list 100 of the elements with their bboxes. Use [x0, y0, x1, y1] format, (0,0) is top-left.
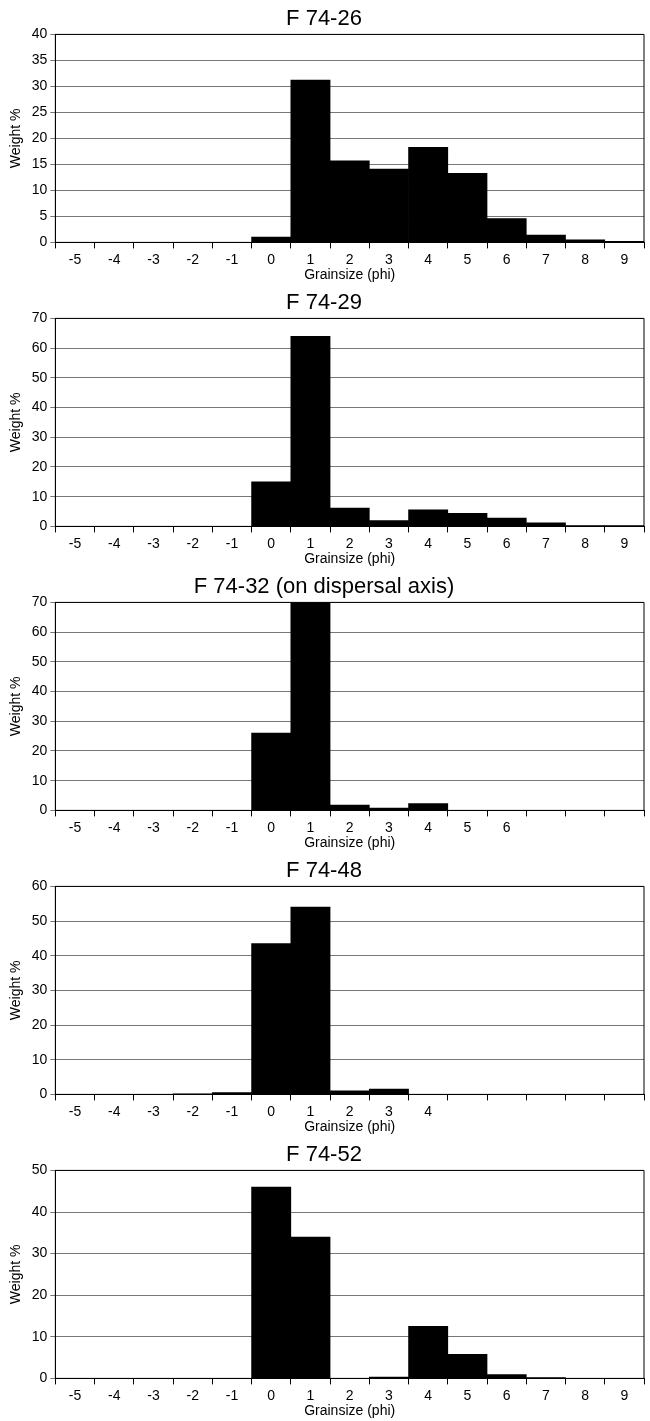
x-tick-label: 2 — [345, 1386, 354, 1403]
y-tick-label: 70 — [31, 309, 48, 326]
y-tick-label: 40 — [31, 946, 48, 963]
x-tick-label: 3 — [385, 1386, 394, 1403]
y-tick-label: 0 — [39, 517, 48, 534]
x-tick-label: -4 — [108, 534, 121, 551]
x-tick-label: 0 — [267, 818, 276, 835]
y-tick-label: 70 — [31, 593, 48, 610]
x-tick-label: -3 — [147, 250, 160, 267]
x-tick-label: 3 — [385, 818, 394, 835]
x-tick-label: 1 — [306, 1102, 315, 1119]
x-tick-label: -4 — [108, 250, 121, 267]
x-tick-label: -3 — [147, 534, 160, 551]
chart-title: F 74-26 — [286, 5, 362, 31]
x-tick-label: 1 — [306, 250, 315, 267]
y-axis-title: Weight % — [7, 392, 24, 453]
x-tick-label: 2 — [345, 1102, 354, 1119]
x-tick-label: 6 — [502, 1386, 511, 1403]
x-tick-label: -5 — [68, 1102, 82, 1119]
x-axis-title: Grainsize (phi) — [304, 1402, 396, 1419]
x-axis-title: Grainsize (phi) — [304, 266, 396, 283]
y-tick-label: 30 — [31, 428, 48, 445]
y-axis-title: Weight % — [7, 960, 24, 1021]
x-tick-label: 7 — [542, 1386, 550, 1403]
y-tick-label: 40 — [31, 682, 48, 699]
y-tick-label: 50 — [31, 911, 48, 928]
x-tick-label: 9 — [620, 1386, 629, 1403]
x-tick-label: -5 — [68, 250, 82, 267]
x-tick-label: 8 — [581, 534, 590, 551]
y-tick-label: 40 — [31, 398, 48, 415]
x-tick-label: 5 — [463, 818, 472, 835]
y-tick-label: 10 — [31, 1327, 48, 1344]
x-tick-label: -2 — [186, 818, 200, 835]
x-tick-label: -3 — [147, 818, 160, 835]
x-tick-label: 5 — [463, 1386, 472, 1403]
x-tick-label: -5 — [68, 534, 82, 551]
y-tick-label: 60 — [31, 877, 48, 894]
x-tick-label: -2 — [186, 1386, 200, 1403]
x-tick-label: 4 — [424, 534, 433, 551]
x-tick-label: 0 — [267, 250, 276, 267]
x-tick-label: 0 — [267, 1386, 276, 1403]
y-tick-label: 50 — [31, 368, 48, 385]
y-tick-label: 50 — [31, 652, 48, 669]
x-tick-label: 7 — [542, 250, 550, 267]
y-tick-label: 30 — [31, 712, 48, 729]
x-tick-label: 4 — [424, 818, 433, 835]
y-tick-label: 30 — [31, 77, 48, 94]
x-tick-label: 4 — [424, 1386, 433, 1403]
chart-title: F 74-32 (on dispersal axis) — [193, 573, 455, 599]
y-tick-label: 0 — [39, 1369, 48, 1386]
x-tick-label: 0 — [267, 534, 276, 551]
y-tick-label: 60 — [31, 338, 48, 355]
x-tick-label: 2 — [345, 534, 354, 551]
x-tick-label: -2 — [186, 250, 200, 267]
y-tick-label: 50 — [31, 1161, 48, 1178]
x-tick-label: 3 — [385, 1102, 394, 1119]
y-tick-label: 0 — [39, 1085, 48, 1102]
chart-title: F 74-29 — [286, 289, 362, 315]
y-tick-label: 20 — [31, 1286, 48, 1303]
y-tick-label: 40 — [31, 1202, 48, 1219]
x-tick-label: 1 — [306, 1386, 315, 1403]
y-tick-label: 40 — [31, 25, 48, 42]
x-tick-label: 5 — [463, 250, 472, 267]
x-tick-label: 9 — [620, 250, 629, 267]
x-tick-label: 1 — [306, 818, 315, 835]
x-tick-label: -2 — [186, 534, 200, 551]
x-tick-label: -4 — [108, 818, 121, 835]
x-tick-label: 2 — [345, 250, 354, 267]
x-tick-label: 4 — [424, 1102, 433, 1119]
x-tick-label: -4 — [108, 1102, 121, 1119]
x-tick-label: 6 — [502, 250, 511, 267]
x-tick-label: 7 — [542, 534, 550, 551]
y-axis-title: Weight % — [7, 108, 24, 169]
x-axis-title: Grainsize (phi) — [304, 1118, 396, 1135]
y-tick-label: 0 — [39, 233, 48, 250]
x-tick-label: 1 — [306, 534, 315, 551]
x-tick-label: -2 — [186, 1102, 200, 1119]
chart-title: F 74-52 — [286, 1141, 362, 1167]
x-tick-label: 0 — [267, 1102, 276, 1119]
x-axis-title: Grainsize (phi) — [304, 834, 396, 851]
y-tick-label: 20 — [31, 129, 48, 146]
x-tick-label: -1 — [225, 534, 239, 551]
x-axis-title: Grainsize (phi) — [304, 550, 396, 567]
y-tick-label: 10 — [31, 771, 48, 788]
x-tick-label: 2 — [345, 818, 354, 835]
y-tick-label: 0 — [39, 801, 48, 818]
y-tick-label: 15 — [31, 155, 48, 172]
y-axis-title: Weight % — [7, 1244, 24, 1305]
x-tick-label: 4 — [424, 250, 433, 267]
chart-title: F 74-48 — [286, 857, 362, 883]
x-tick-label: -1 — [225, 818, 239, 835]
x-tick-label: 8 — [581, 250, 590, 267]
y-tick-label: 20 — [31, 741, 48, 758]
x-tick-label: -5 — [68, 818, 82, 835]
x-tick-label: 6 — [502, 818, 511, 835]
y-tick-label: 10 — [31, 181, 48, 198]
y-tick-label: 30 — [31, 981, 48, 998]
x-tick-label: 9 — [620, 534, 629, 551]
y-tick-label: 25 — [31, 103, 48, 120]
x-tick-label: 3 — [385, 250, 394, 267]
